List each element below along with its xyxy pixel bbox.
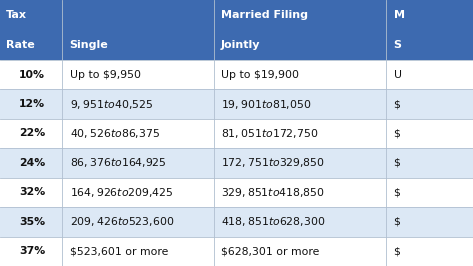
Bar — [0, 119, 473, 148]
Text: Tax: Tax — [6, 10, 26, 20]
Text: $: $ — [394, 246, 401, 256]
Text: Up to $9,950: Up to $9,950 — [70, 70, 140, 80]
Text: $: $ — [394, 128, 401, 139]
Bar — [0, 89, 473, 119]
Text: 32%: 32% — [19, 187, 45, 197]
Text: 35%: 35% — [19, 217, 45, 227]
Bar — [0, 207, 473, 236]
Text: 37%: 37% — [19, 246, 45, 256]
Text: 12%: 12% — [19, 99, 45, 109]
Text: $628,301 or more: $628,301 or more — [221, 246, 319, 256]
Text: $40,526 to $86,375: $40,526 to $86,375 — [70, 127, 160, 140]
Text: M: M — [394, 10, 404, 20]
Text: Jointly: Jointly — [221, 40, 261, 50]
Text: $: $ — [394, 187, 401, 197]
Bar — [0, 178, 473, 207]
Bar — [0, 0, 473, 60]
Bar — [0, 60, 473, 89]
Text: $9,951 to $40,525: $9,951 to $40,525 — [70, 98, 153, 111]
Text: $172,751 to $329,850: $172,751 to $329,850 — [221, 156, 325, 169]
Text: 10%: 10% — [19, 70, 45, 80]
Text: $81,051 to $172,750: $81,051 to $172,750 — [221, 127, 318, 140]
Text: U: U — [394, 70, 402, 80]
Text: $418,851 to $628,300: $418,851 to $628,300 — [221, 215, 325, 228]
Text: S: S — [394, 40, 402, 50]
Text: 24%: 24% — [19, 158, 45, 168]
Text: $329,851 to $418,850: $329,851 to $418,850 — [221, 186, 325, 199]
Text: $19,901 to $81,050: $19,901 to $81,050 — [221, 98, 311, 111]
Text: Single: Single — [70, 40, 108, 50]
Text: 22%: 22% — [19, 128, 45, 139]
Bar — [0, 148, 473, 178]
Text: Married Filing: Married Filing — [221, 10, 308, 20]
Bar — [0, 236, 473, 266]
Text: Rate: Rate — [6, 40, 35, 50]
Text: $: $ — [394, 158, 401, 168]
Text: $86,376 to $164,925: $86,376 to $164,925 — [70, 156, 166, 169]
Text: $523,601 or more: $523,601 or more — [70, 246, 168, 256]
Text: $: $ — [394, 217, 401, 227]
Text: $209,426 to $523,600: $209,426 to $523,600 — [70, 215, 174, 228]
Text: $164,926 to $209,425: $164,926 to $209,425 — [70, 186, 173, 199]
Text: $: $ — [394, 99, 401, 109]
Text: Up to $19,900: Up to $19,900 — [221, 70, 299, 80]
